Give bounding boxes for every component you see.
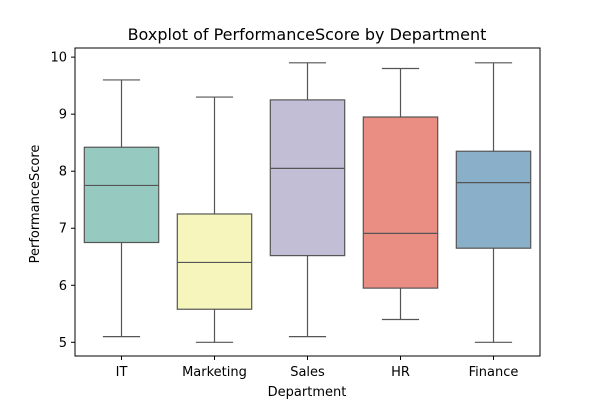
x-tick-label: Finance: [469, 365, 519, 380]
box-finance: [455, 150, 532, 249]
box-marketing: [176, 213, 253, 310]
y-tick-label: 6: [59, 279, 67, 294]
box-it: [83, 146, 160, 244]
y-axis-label: PerformanceScore: [28, 145, 43, 264]
y-tick-label: 5: [59, 336, 67, 351]
y-tick-label: 7: [59, 222, 67, 237]
box-hr: [362, 116, 439, 289]
y-tick-label: 8: [59, 165, 67, 180]
box-sales: [269, 99, 346, 257]
y-tick-label: 10: [50, 51, 67, 66]
chart-title: Boxplot of PerformanceScore by Departmen…: [128, 25, 487, 44]
x-tick-label: IT: [116, 365, 128, 380]
x-tick-label: HR: [391, 365, 410, 380]
x-tick-label: Marketing: [182, 365, 247, 380]
y-tick-label: 9: [59, 108, 67, 123]
x-tick-label: Sales: [290, 365, 325, 380]
plot-area: 5 6 7 8 9 10 IT Marketing Sales HR Finance: [50, 47, 541, 380]
x-axis-label: Department: [268, 385, 347, 400]
